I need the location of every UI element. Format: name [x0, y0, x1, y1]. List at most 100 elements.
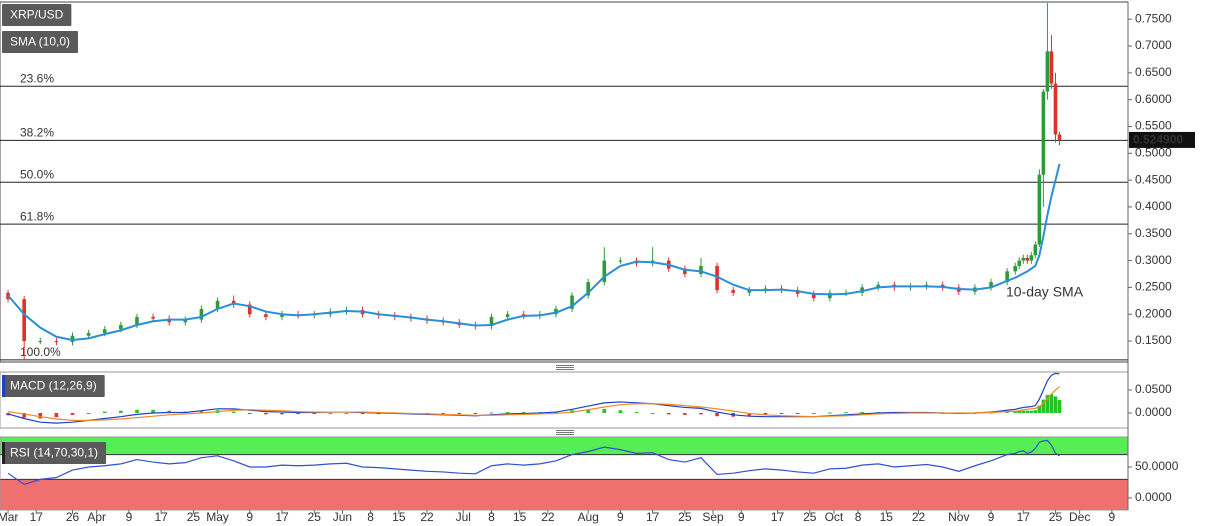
histogram-bar — [1017, 410, 1022, 413]
histogram-bar — [296, 412, 300, 414]
candle-body — [505, 314, 510, 317]
candle-body — [699, 265, 703, 275]
histogram-bar — [38, 412, 43, 419]
x-tick-label: 9 — [126, 510, 133, 524]
histogram-bar — [1025, 410, 1030, 413]
fib-level-label: 100.0% — [20, 345, 61, 359]
histogram-bar — [473, 412, 478, 414]
candle-body — [586, 282, 590, 296]
x-tick-label: 9 — [617, 510, 624, 524]
candle-body — [280, 314, 284, 317]
histogram-bar — [360, 412, 365, 414]
y-tick-label: 0.0000 — [1135, 405, 1172, 419]
x-tick-label: 17 — [771, 510, 785, 524]
histogram-bar — [489, 412, 494, 414]
legend-label: XRP/USD — [10, 8, 64, 22]
panel-grip — [556, 430, 574, 435]
x-tick-label: 9 — [1109, 510, 1116, 524]
candle-body — [1053, 83, 1058, 135]
candle-body — [135, 316, 139, 325]
histogram-bar — [167, 410, 171, 413]
histogram-bar — [811, 412, 816, 414]
fib-level-label: 23.6% — [20, 71, 54, 85]
x-tick-label: 25 — [803, 510, 817, 524]
histogram-bar — [247, 412, 252, 414]
histogram-bar — [1029, 410, 1034, 413]
y-tick-label: 0.7500 — [1135, 11, 1172, 25]
histogram-bar — [231, 411, 236, 413]
last-price-tag — [1129, 131, 1195, 148]
candle-body — [602, 260, 607, 283]
candle-body — [1041, 91, 1046, 175]
x-tick-label: 22 — [541, 510, 555, 524]
histogram-bar — [102, 411, 107, 413]
x-tick-label: Dec — [1069, 510, 1090, 524]
x-tick-label: 15 — [513, 510, 527, 524]
histogram-bar — [763, 412, 768, 415]
candle-body — [570, 295, 574, 309]
x-tick-label: 26 — [66, 510, 80, 524]
histogram-bar — [634, 412, 639, 414]
legend-box-bg — [2, 4, 72, 26]
y-tick-label: 0.2500 — [1135, 280, 1172, 294]
histogram-bar — [650, 412, 655, 414]
histogram-bar — [441, 412, 445, 414]
histogram-bar — [328, 412, 333, 414]
fib-level-label: 61.8% — [20, 209, 54, 223]
y-tick-label: 0.6500 — [1135, 65, 1172, 79]
histogram-bar — [779, 412, 784, 414]
histogram-bar — [1033, 410, 1038, 413]
histogram-bar — [199, 410, 204, 413]
x-tick-label: Jun — [333, 510, 352, 524]
y-tick-label: 0.3000 — [1135, 253, 1172, 267]
histogram-bar — [795, 412, 800, 414]
histogram-bar — [22, 412, 26, 418]
candle-body — [70, 335, 75, 343]
histogram-bar — [828, 412, 832, 414]
macd-line — [7, 386, 1060, 421]
candle-body — [860, 287, 864, 293]
macd-line — [7, 372, 1060, 424]
candle-body — [876, 284, 881, 288]
y-tick-label: 0.4000 — [1135, 199, 1172, 213]
last-price-label: 0.524900 — [1133, 133, 1183, 147]
histogram-bar — [1037, 405, 1042, 413]
histogram-bar — [666, 412, 671, 415]
legend-box: XRP/USD — [2, 4, 72, 26]
candle-body — [1037, 174, 1042, 245]
histogram-bar — [1057, 400, 1062, 413]
histogram-bar — [344, 412, 349, 414]
y-tick-label: 0.0500 — [1135, 382, 1172, 396]
histogram-bar — [151, 409, 155, 413]
histogram-bar — [715, 412, 719, 417]
candle-body — [715, 265, 719, 291]
y-tick-label: 0.6000 — [1135, 92, 1172, 106]
legend-box-bg — [2, 31, 79, 53]
x-tick-label: 9 — [738, 510, 745, 524]
histogram-bar — [86, 412, 91, 414]
candle-body — [1025, 257, 1030, 261]
candle-body — [54, 341, 59, 343]
x-tick-label: Oct — [825, 510, 844, 524]
candle-body — [1029, 255, 1034, 261]
histogram-bar — [618, 410, 623, 413]
histogram-bar — [683, 412, 687, 415]
x-tick-label: 22 — [420, 510, 434, 524]
candle-body — [38, 341, 43, 343]
histogram-bar — [70, 412, 75, 415]
candle-body — [183, 319, 188, 323]
candle-body — [1045, 51, 1050, 92]
candle-body — [683, 268, 687, 275]
y-tick-label: 0.7000 — [1135, 38, 1172, 52]
histogram-bar — [119, 410, 123, 413]
candle-body — [1017, 260, 1022, 266]
histogram-bar — [505, 412, 510, 414]
y-tick-label: 0.2000 — [1135, 306, 1172, 320]
histogram-bar — [1053, 396, 1058, 413]
annotation: 10-day SMA — [1006, 284, 1084, 300]
x-tick-label: 8 — [855, 510, 862, 524]
y-tick-label: 0.3500 — [1135, 226, 1172, 240]
candle-body — [828, 292, 832, 299]
histogram-bar — [586, 409, 590, 413]
histogram-bar — [312, 412, 317, 414]
